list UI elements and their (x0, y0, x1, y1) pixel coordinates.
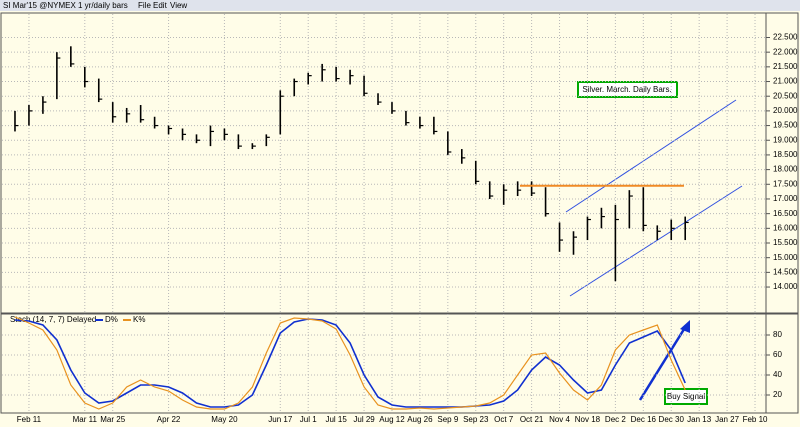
x-tick-label: Nov 18 (575, 415, 601, 424)
y-tick-label: 60 (773, 350, 782, 359)
y-tick-label: 15.000 (773, 253, 798, 262)
x-tick-label: Sep 23 (463, 415, 489, 424)
annotation: Buy Signal (667, 392, 705, 401)
y-tick-label: 22.000 (773, 47, 798, 56)
annotation: Silver. March. Daily Bars. (582, 85, 671, 94)
symbol[interactable]: SI Mar'15 @NYMEX (3, 1, 76, 10)
x-tick-label: Dec 30 (659, 415, 685, 424)
channel-upper (565, 99, 737, 213)
stoch-line (14, 318, 686, 408)
price-panel (0, 12, 799, 314)
y-tick-label: 22.500 (773, 33, 798, 42)
y-tick-label: 80 (773, 330, 782, 339)
menu[interactable]: File (138, 1, 151, 10)
x-tick-label: Mar 11 (73, 415, 98, 424)
y-tick-label: 16.500 (773, 209, 798, 218)
buy-arrow (638, 325, 688, 401)
y-tick-label: 20.000 (773, 106, 798, 115)
y-tick-label: 20 (773, 390, 782, 399)
y-tick-label: 40 (773, 370, 782, 379)
y-tick-label: 21.500 (773, 62, 798, 71)
menu[interactable]: Edit (153, 1, 168, 10)
buy-arrow-head (680, 320, 690, 333)
period[interactable]: 1 yr/daily bars (78, 1, 128, 10)
x-tick-label: Aug 26 (407, 415, 433, 424)
y-tick-label: 21.000 (773, 77, 798, 86)
stoch-line (14, 316, 686, 410)
x-tick-label: Feb 10 (743, 415, 768, 424)
x-tick-label: Feb 11 (17, 415, 42, 424)
x-tick-label: May 20 (211, 415, 238, 424)
y-tick-label: 16.000 (773, 223, 798, 232)
y-tick-label: 15.500 (773, 238, 798, 247)
stoch-title[interactable]: Stoch (14, 7, 7) Delayed (10, 315, 96, 324)
y-tick-label: 17.000 (773, 194, 798, 203)
x-tick-label: Jan 13 (687, 415, 712, 424)
y-tick-label: 18.500 (773, 150, 798, 159)
menu[interactable]: View (170, 1, 187, 10)
x-tick-label: Dec 2 (605, 415, 626, 424)
x-tick-label: Nov 4 (549, 415, 570, 424)
y-tick-label: 17.500 (773, 179, 798, 188)
x-tick-label: Oct 7 (494, 415, 514, 424)
x-tick-label: Jun 17 (268, 415, 293, 424)
y-tick-label: 19.500 (773, 121, 798, 130)
x-tick-label: Dec 16 (631, 415, 657, 424)
y-tick-label: 19.000 (773, 135, 798, 144)
x-tick-label: Mar 25 (100, 415, 125, 424)
y-tick-label: 14.500 (773, 267, 798, 276)
toolbar (0, 0, 800, 11)
x-tick-label: Jul 29 (353, 415, 375, 424)
x-tick-label: Sep 9 (437, 415, 458, 424)
legend-label[interactable]: K% (133, 315, 145, 324)
y-tick-label: 14.000 (773, 282, 798, 291)
y-tick-label: 18.000 (773, 165, 798, 174)
x-tick-label: Aug 12 (379, 415, 405, 424)
annotation-box (577, 81, 678, 98)
stoch-panel (0, 313, 799, 414)
x-tick-label: Jul 15 (325, 415, 347, 424)
channel-lower (569, 185, 743, 297)
legend-label[interactable]: D% (105, 315, 118, 324)
x-tick-label: Apr 22 (157, 415, 181, 424)
x-tick-label: Jan 27 (715, 415, 740, 424)
y-tick-label: 20.500 (773, 91, 798, 100)
annotation-box (664, 388, 708, 405)
x-tick-label: Oct 21 (520, 415, 544, 424)
x-tick-label: Jul 1 (300, 415, 317, 424)
